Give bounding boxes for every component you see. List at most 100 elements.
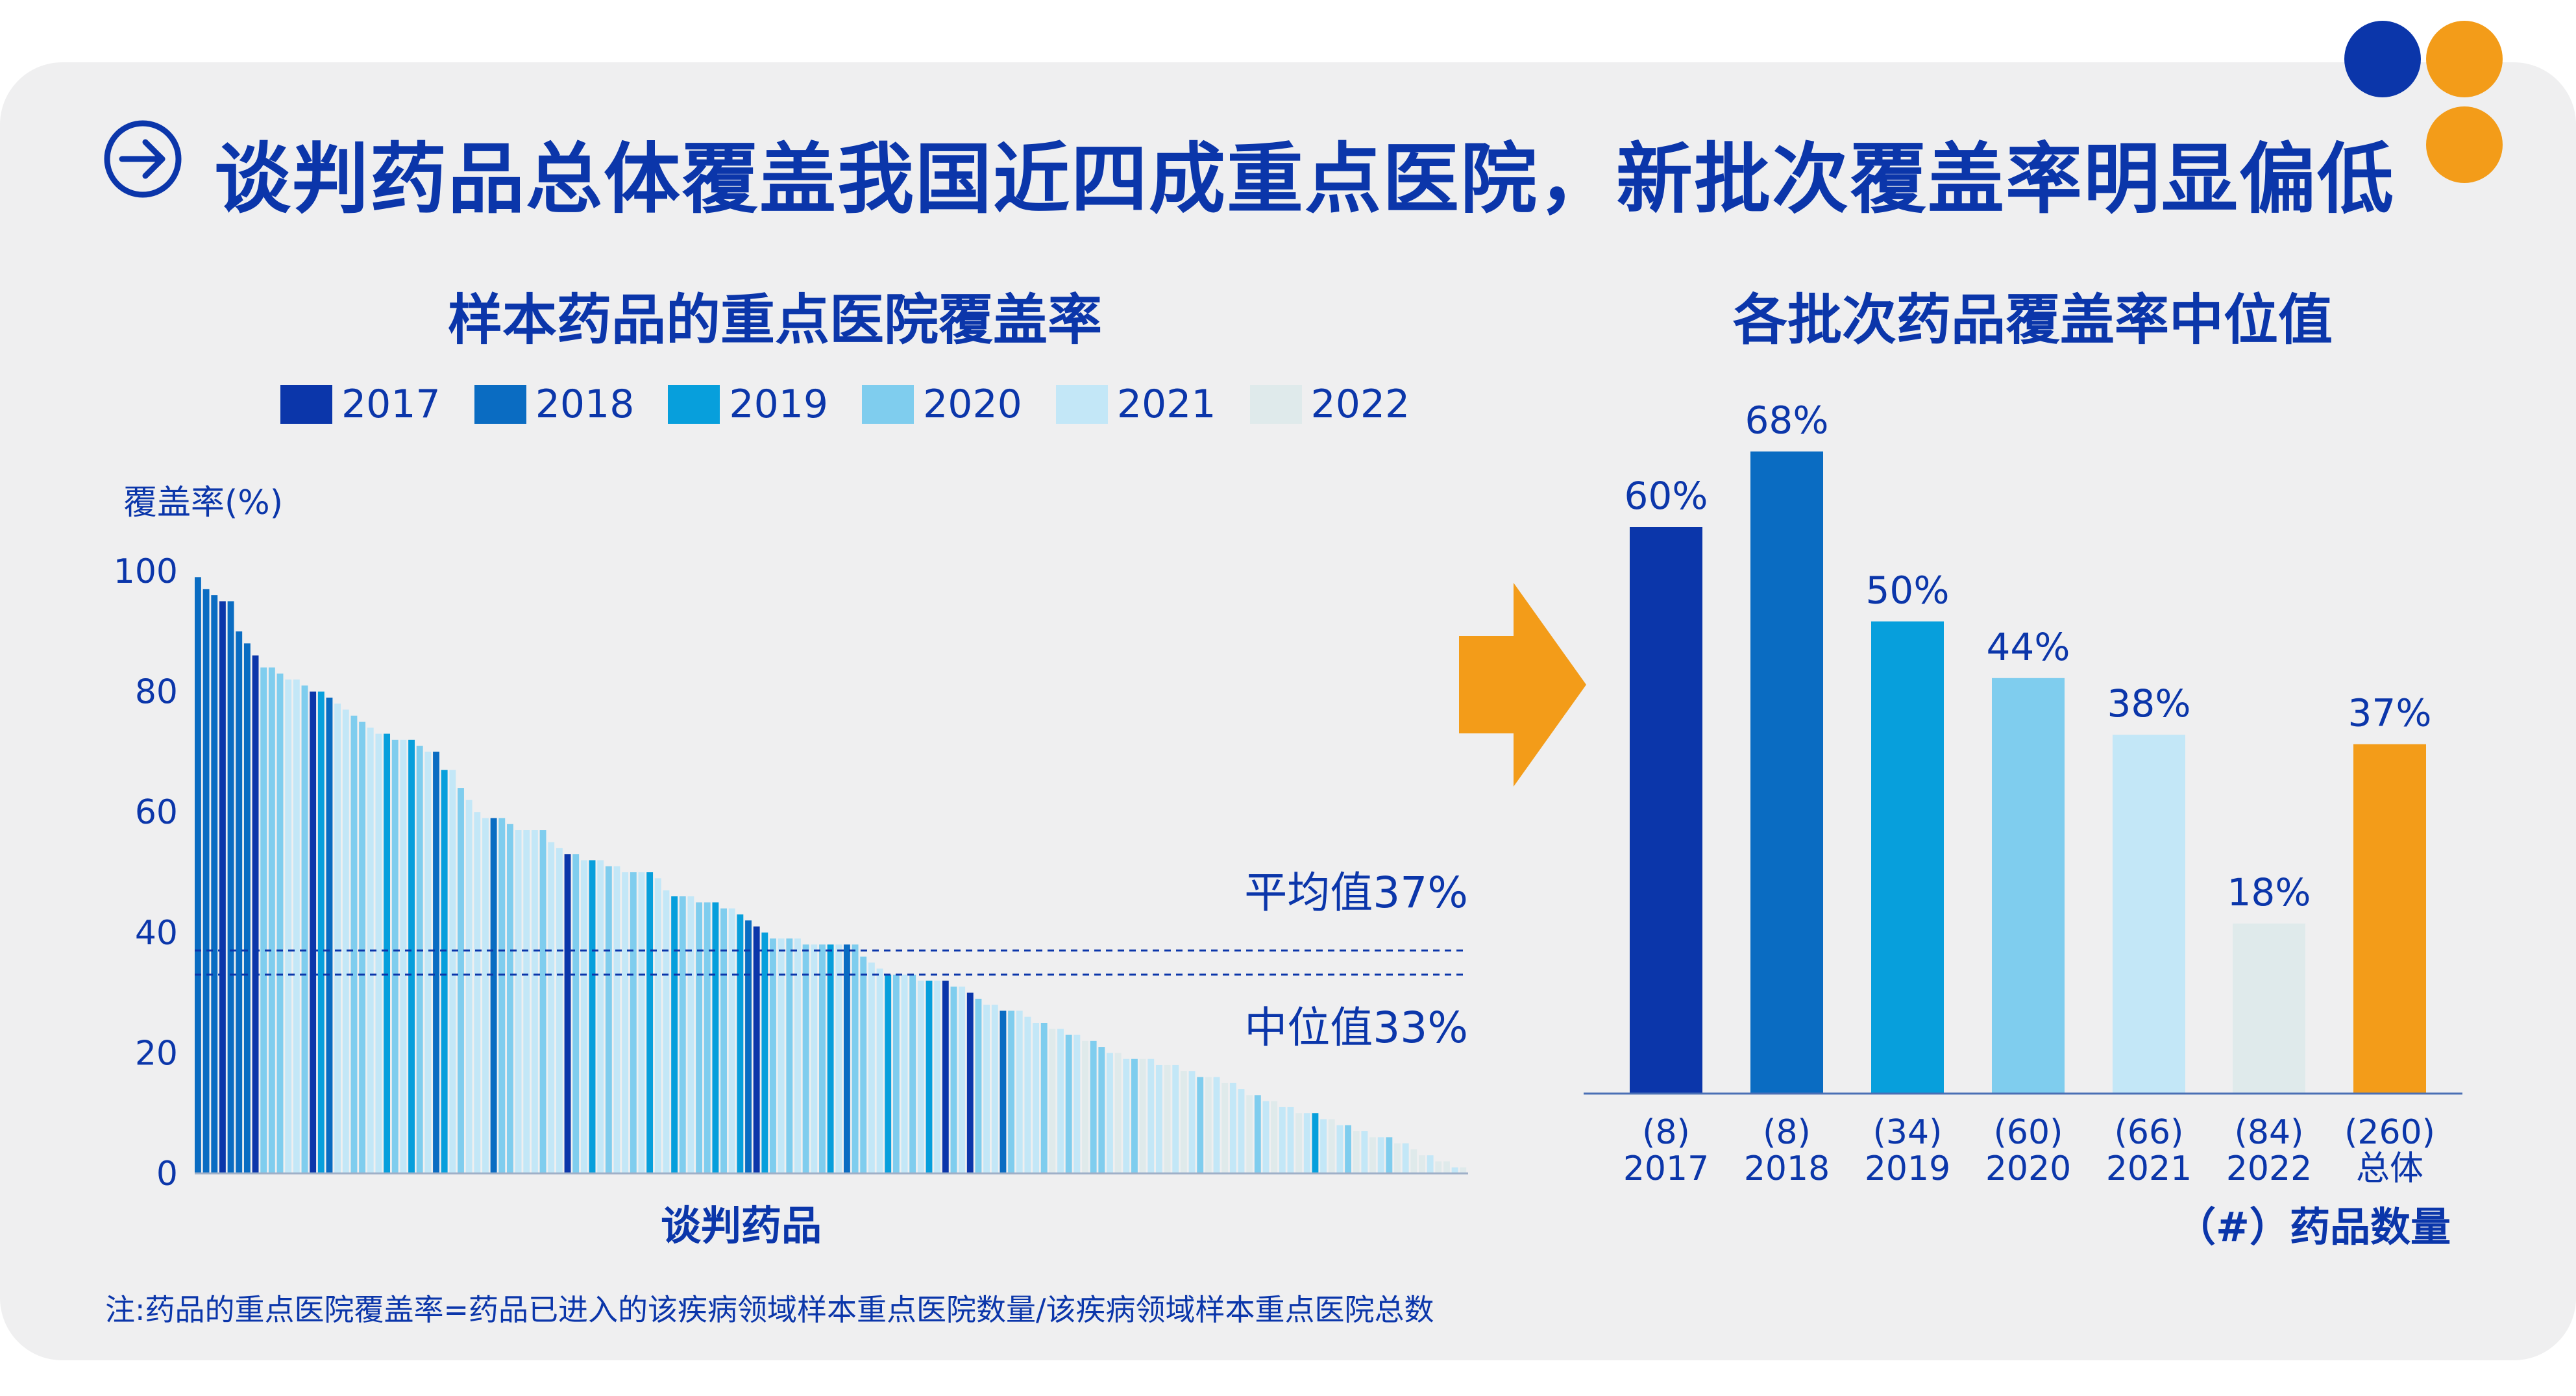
y-tick-label: 20 [135, 1034, 178, 1073]
legend-item-2022: 2022 [1249, 382, 1410, 427]
legend-swatch-2022 [1249, 385, 1302, 424]
coverage-bar [1205, 1077, 1212, 1173]
y-tick-label: 40 [135, 914, 178, 953]
mean-reference-label: 平均值37% [1244, 868, 1468, 918]
coverage-bar [1460, 1167, 1467, 1173]
coverage-bar [1123, 1059, 1130, 1173]
median-bar [1750, 451, 1823, 1094]
coverage-bar [819, 944, 826, 1173]
coverage-bar [317, 691, 325, 1173]
median-bar [1871, 621, 1944, 1094]
coverage-bar [630, 872, 637, 1173]
coverage-bar [1188, 1071, 1196, 1173]
coverage-bar [1082, 1040, 1088, 1173]
coverage-bar [539, 830, 546, 1173]
coverage-bar [1451, 1167, 1458, 1173]
coverage-bar [646, 872, 654, 1173]
coverage-bar [843, 944, 850, 1173]
coverage-bar [1024, 1016, 1031, 1173]
footnote: 注:药品的重点医院覆盖率=药品已进入的该疾病领域样本重点医院数量/该疾病领域样本… [105, 1292, 1434, 1327]
coverage-bar [728, 908, 735, 1173]
coverage-bar [909, 974, 916, 1173]
coverage-bar [1213, 1077, 1220, 1173]
coverage-bar [704, 902, 711, 1173]
coverage-bar [605, 866, 612, 1173]
legend-swatch-2018 [474, 385, 526, 424]
coverage-bar [334, 704, 341, 1173]
coverage-bar [663, 890, 670, 1173]
coverage-bar [1049, 1029, 1056, 1173]
coverage-bar [1147, 1059, 1155, 1173]
coverage-bar [219, 601, 226, 1173]
coverage-bar [696, 902, 703, 1173]
coverage-bar [1353, 1131, 1360, 1173]
coverage-bar [1131, 1059, 1138, 1173]
coverage-bar [778, 938, 785, 1173]
coverage-bar [580, 860, 587, 1173]
coverage-bar [449, 770, 456, 1173]
coverage-bar [1098, 1047, 1105, 1173]
decorative-dot-orange-lower [2426, 106, 2503, 183]
coverage-bar [901, 974, 908, 1173]
coverage-bar [391, 739, 399, 1173]
coverage-bar [1164, 1064, 1171, 1173]
decorative-dot-blue [2344, 21, 2421, 97]
coverage-bar [400, 739, 407, 1173]
coverage-bar [342, 709, 349, 1173]
coverage-bar [917, 981, 924, 1173]
coverage-bar [835, 944, 842, 1173]
median-reference-label: 中位值33% [1244, 1003, 1468, 1053]
legend-item-2018: 2018 [474, 382, 634, 427]
coverage-bar [1312, 1113, 1319, 1173]
coverage-bar [1328, 1119, 1335, 1173]
coverage-bar [1336, 1125, 1343, 1173]
bar-value-label: 68% [1745, 398, 1829, 443]
y-tick-label: 0 [156, 1155, 178, 1194]
bar-value-label: 38% [2107, 681, 2191, 726]
median-bar [1630, 527, 1702, 1094]
coverage-bar [1000, 1010, 1007, 1173]
coverage-bar [1377, 1137, 1384, 1173]
coverage-bar [761, 932, 768, 1173]
x-count-label: (66) [2115, 1113, 2184, 1152]
legend-label-2022: 2022 [1310, 382, 1410, 427]
bar-value-label: 37% [2348, 691, 2432, 735]
coverage-bar [892, 974, 900, 1173]
coverage-bar [753, 926, 760, 1173]
x-category-label: 2018 [1744, 1149, 1830, 1188]
coverage-bar [243, 643, 251, 1173]
coverage-bar [1057, 1029, 1064, 1173]
coverage-bar [1246, 1095, 1253, 1173]
coverage-bar [1016, 1010, 1023, 1173]
bar-value-label: 50% [1866, 569, 1950, 613]
coverage-bar [1427, 1155, 1434, 1173]
coverage-bar [745, 920, 752, 1173]
coverage-bar [934, 981, 941, 1173]
coverage-bar [1303, 1113, 1310, 1173]
bar-value-label: 44% [1987, 625, 2070, 669]
coverage-bar [211, 595, 218, 1173]
legend-item-2020: 2020 [862, 382, 1022, 427]
coverage-bar [1369, 1137, 1376, 1173]
coverage-bar [1107, 1053, 1113, 1173]
coverage-bar [465, 800, 472, 1173]
coverage-bar [1419, 1155, 1425, 1173]
coverage-bar [1410, 1149, 1417, 1173]
legend-swatch-2021 [1055, 385, 1108, 424]
coverage-bar [1180, 1071, 1187, 1173]
coverage-bar [1287, 1107, 1294, 1173]
x-count-label: (260) [2344, 1113, 2435, 1152]
coverage-bar [1073, 1035, 1081, 1173]
y-axis-label: 覆盖率(%) [123, 484, 283, 522]
coverage-bar [276, 673, 284, 1173]
coverage-bar [482, 818, 489, 1173]
coverage-bar [737, 914, 744, 1173]
legend-label-2021: 2021 [1116, 382, 1216, 427]
decorative-dot-orange [2426, 21, 2503, 97]
x-count-label: (60) [1994, 1113, 2063, 1152]
coverage-bar [1295, 1113, 1303, 1173]
coverage-bar [202, 589, 210, 1173]
coverage-bar [285, 680, 292, 1173]
coverage-bar [1402, 1143, 1409, 1173]
